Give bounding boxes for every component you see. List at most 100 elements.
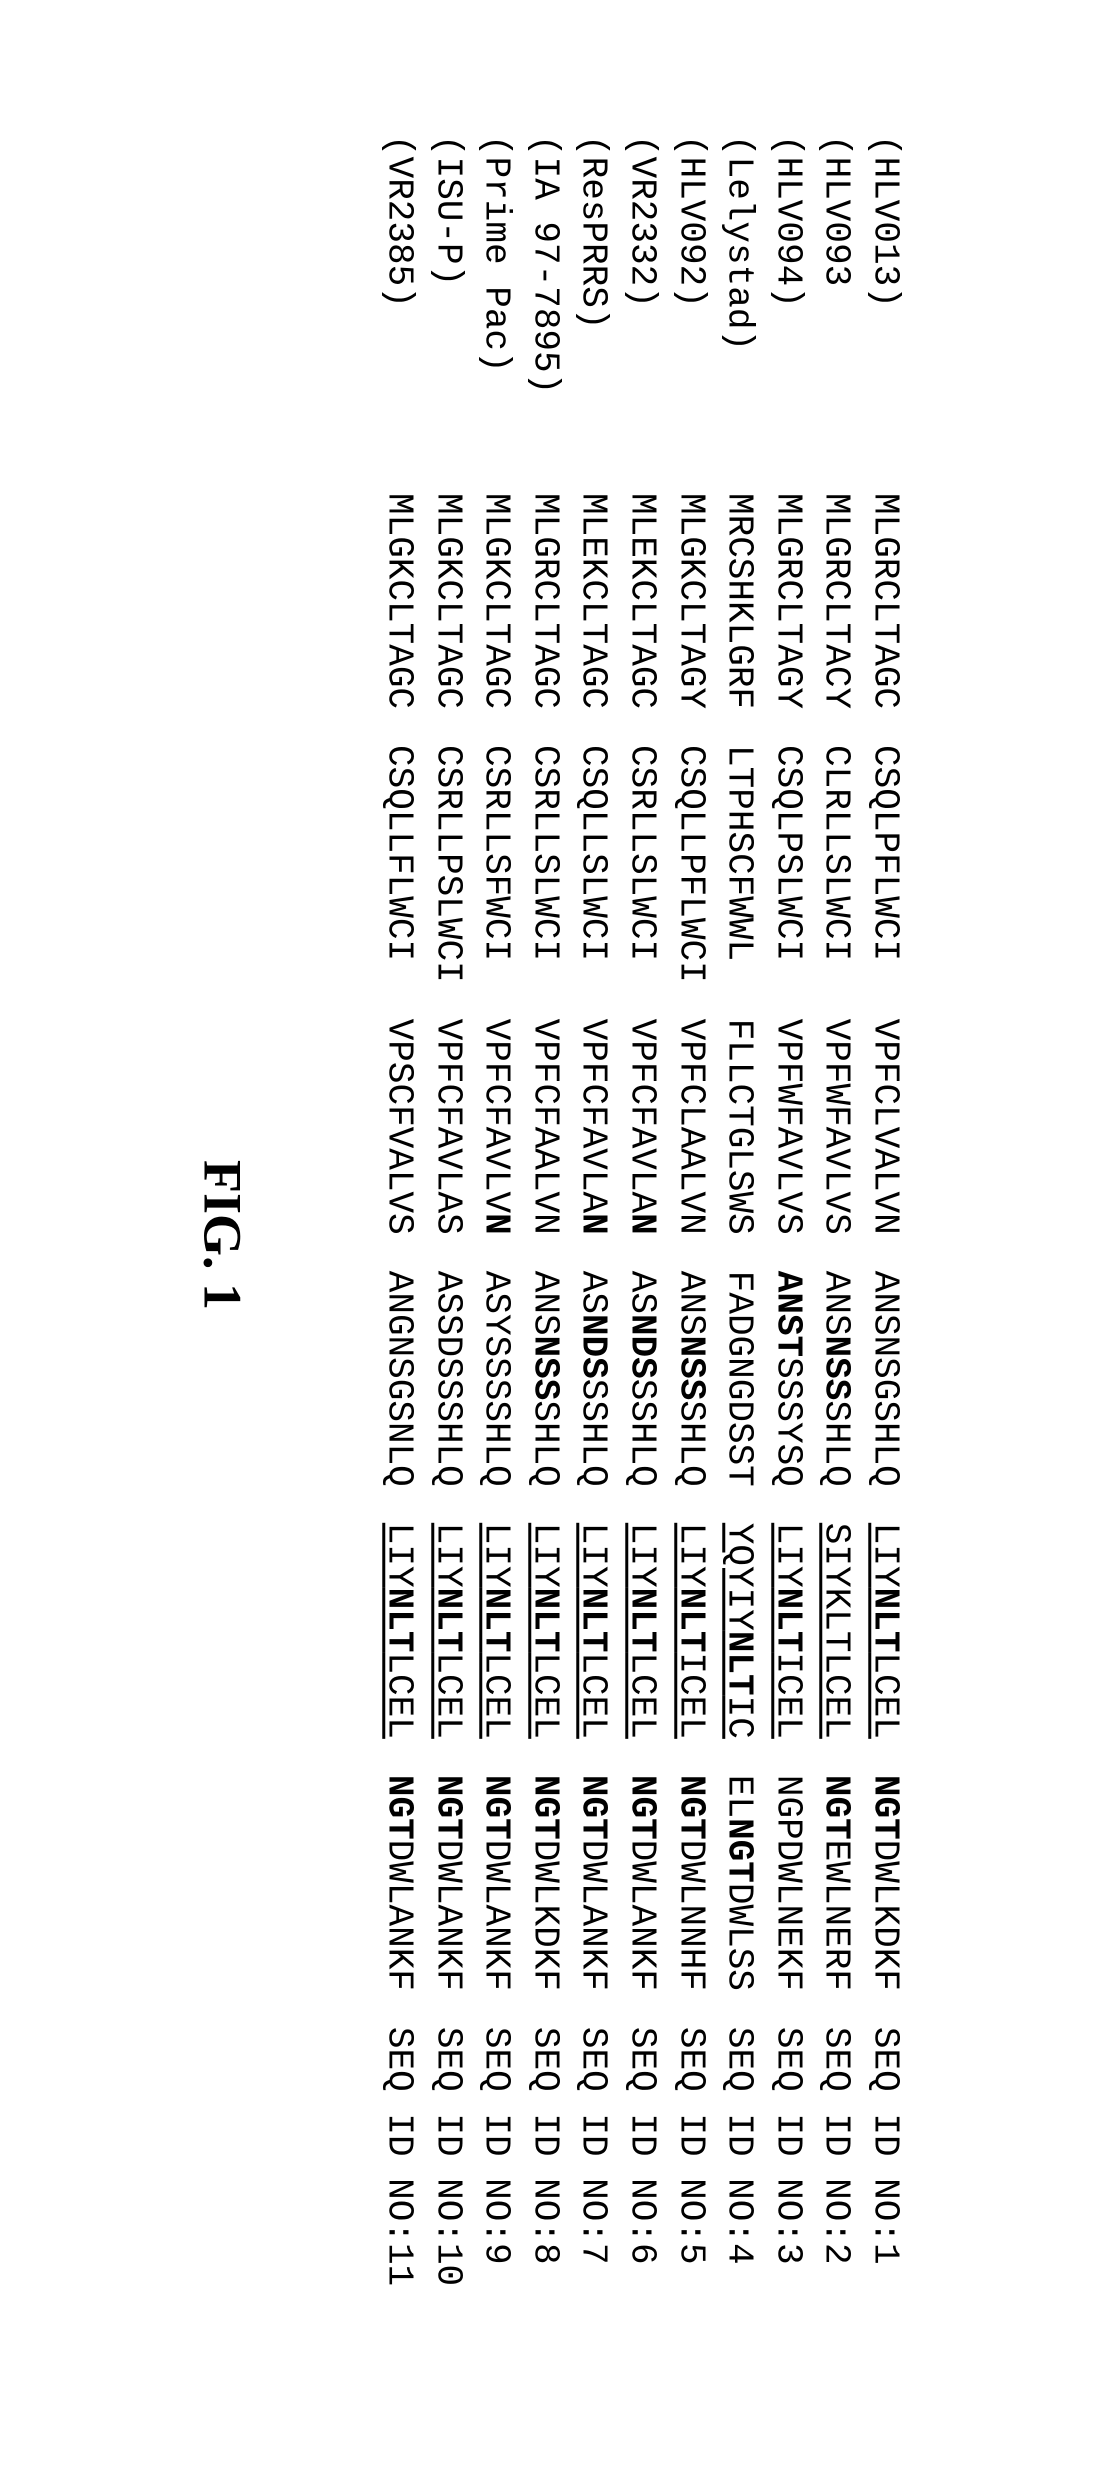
sequence-segment: CSQLPSLWCI	[762, 745, 811, 1019]
sequence-segment: NGTDWLANKF	[617, 1775, 666, 2027]
strain-label: (ResPRRS)	[568, 135, 617, 493]
strain-label: (HLV094)	[762, 135, 811, 493]
sequence-segment: YQYIYNLTIC	[714, 1523, 763, 1775]
sequence-segment: ASYSSSSHLQ	[471, 1271, 520, 1523]
sequence-segment: CSRLLSFWCI	[471, 745, 520, 1019]
sequence-segment: NGTDWLKDKF	[860, 1775, 909, 2027]
strain-label: (HLV093	[811, 135, 860, 493]
sequence-segment: CSQLLFLWCI	[374, 745, 423, 1019]
sequence-segment: VPFCFAALVN	[520, 1019, 569, 1271]
sequence-segment: CLRLLSLWCI	[811, 745, 860, 1019]
strain-label: (Prime Pac)	[471, 135, 520, 493]
sequence-segment: NGTEWLNERF	[811, 1775, 860, 2027]
seq-id: SEQ ID NO:3	[762, 2027, 811, 2286]
sequence-segment: LIYNLTLCEL	[471, 1523, 520, 1775]
sequence-segment: VPFWFAVLVS	[762, 1019, 811, 1271]
sequence-segment: CSRLLSLWCI	[617, 745, 666, 1019]
sequence-segment: NGTDWLANKF	[374, 1775, 423, 2027]
seq-id: SEQ ID NO:10	[422, 2027, 471, 2286]
seq-id: SEQ ID NO:1	[860, 2027, 909, 2286]
strain-label: (HLV013)	[860, 135, 909, 493]
alignment-row: (Lelystad)MRCSHKLGRFLTPHSCFWWLFLLCTGLSWS…	[714, 135, 763, 2286]
sequence-segment: VPFCFAVLAN	[568, 1019, 617, 1271]
sequence-segment: VPFWFAVLVS	[811, 1019, 860, 1271]
seq-id: SEQ ID NO:5	[665, 2027, 714, 2286]
seq-id: SEQ ID NO:7	[568, 2027, 617, 2286]
seq-id: SEQ ID NO:11	[374, 2027, 423, 2286]
sequence-segment: MLGRCLTAGY	[762, 493, 811, 745]
sequence-segment: LIYNLTLCEL	[617, 1523, 666, 1775]
sequence-segment: LIYNLTLCEL	[374, 1523, 423, 1775]
sequence-alignment-table: (HLV013)MLGRCLTAGCCSQLPFLWCIVPFCLVALVNAN…	[374, 135, 909, 2286]
sequence-segment: MLGKCLTAGC	[374, 493, 423, 745]
sequence-segment: NGTDWLANKF	[568, 1775, 617, 2027]
sequence-segment: MLEKCLTAGC	[568, 493, 617, 745]
sequence-segment: FLLCTGLSWS	[714, 1019, 763, 1271]
sequence-segment: NGTDWLKDKF	[520, 1775, 569, 2027]
sequence-segment: CSQLLPFLWCI	[665, 745, 714, 1019]
sequence-segment: MLGKCLTAGC	[422, 493, 471, 745]
strain-label: (HLV092)	[665, 135, 714, 493]
sequence-segment: LIYNLTICEL	[762, 1523, 811, 1775]
sequence-segment: NGTDWLANKF	[471, 1775, 520, 2027]
alignment-row: (VR2332)MLEKCLTAGCCSRLLSLWCIVPFCFAVLANAS…	[617, 135, 666, 2286]
sequence-segment: VPSCFVALVS	[374, 1019, 423, 1271]
strain-label: (Lelystad)	[714, 135, 763, 493]
sequence-segment: MLGRCLTAGC	[860, 493, 909, 745]
sequence-segment: VPFCLAALVN	[665, 1019, 714, 1271]
sequence-segment: VPFCFAVLAN	[617, 1019, 666, 1271]
sequence-segment: MLGRCLTAGC	[520, 493, 569, 745]
seq-id: SEQ ID NO:2	[811, 2027, 860, 2286]
sequence-segment: ANSNSGSHLQ	[860, 1271, 909, 1523]
sequence-segment: LIYNLTLCEL	[422, 1523, 471, 1775]
sequence-segment: NGTDWLANKF	[422, 1775, 471, 2027]
strain-label: (VR2332)	[617, 135, 666, 493]
seq-id: SEQ ID NO:4	[714, 2027, 763, 2286]
sequence-segment: ANGNSGSNLQ	[374, 1271, 423, 1523]
sequence-segment: MLEKCLTAGC	[617, 493, 666, 745]
sequence-segment: ASNDSSSHLQ	[568, 1271, 617, 1523]
sequence-segment: LTPHSCFWWL	[714, 745, 763, 1019]
figure-caption: FIG. 1	[192, 135, 254, 2335]
sequence-segment: NGPDWLNEKF	[762, 1775, 811, 2027]
sequence-segment: LIYNLTLCEL	[860, 1523, 909, 1775]
alignment-row: (HLV013)MLGRCLTAGCCSQLPFLWCIVPFCLVALVNAN…	[860, 135, 909, 2286]
alignment-row: (HLV092)MLGKCLTAGYCSQLLPFLWCIVPFCLAALVNA…	[665, 135, 714, 2286]
alignment-row: (VR2385)MLGKCLTAGCCSQLLFLWCIVPSCFVALVSAN…	[374, 135, 423, 2286]
sequence-segment: VPFCFAVLVN	[471, 1019, 520, 1271]
sequence-segment: ASNDSSSHLQ	[617, 1271, 666, 1523]
strain-label: (ISU-P)	[422, 135, 471, 493]
sequence-segment: MLGRCLTACY	[811, 493, 860, 745]
sequence-segment: MLGKCLTAGC	[471, 493, 520, 745]
sequence-segment: FADGNGDSST	[714, 1271, 763, 1523]
sequence-segment: LIYNLTICEL	[665, 1523, 714, 1775]
sequence-segment: ASSDSSSHLQ	[422, 1271, 471, 1523]
sequence-segment: CSQLPFLWCI	[860, 745, 909, 1019]
sequence-segment: LIYNLTLCEL	[568, 1523, 617, 1775]
sequence-segment: CSRLLSLWCI	[520, 745, 569, 1019]
sequence-segment: CSQLLSLWCI	[568, 745, 617, 1019]
strain-label: (VR2385)	[374, 135, 423, 493]
sequence-segment: VPFCFAVLAS	[422, 1019, 471, 1271]
sequence-segment: ANSNSSSHLQ	[520, 1271, 569, 1523]
sequence-segment: ELNGTDWLSS	[714, 1775, 763, 2027]
alignment-row: (HLV093MLGRCLTACYCLRLLSLWCIVPFWFAVLVSANS…	[811, 135, 860, 2286]
sequence-segment: ANSNSSSHLQ	[811, 1271, 860, 1523]
alignment-row: (ResPRRS)MLEKCLTAGCCSQLLSLWCIVPFCFAVLANA…	[568, 135, 617, 2286]
seq-id: SEQ ID NO:9	[471, 2027, 520, 2286]
alignment-row: (Prime Pac)MLGKCLTAGCCSRLLSFWCIVPFCFAVLV…	[471, 135, 520, 2286]
seq-id: SEQ ID NO:6	[617, 2027, 666, 2286]
strain-label: (IA 97-7895)	[520, 135, 569, 493]
sequence-segment: NGTDWLNNHF	[665, 1775, 714, 2027]
alignment-row: (HLV094)MLGRCLTAGYCSQLPSLWCIVPFWFAVLVSAN…	[762, 135, 811, 2286]
sequence-segment: MLGKCLTAGY	[665, 493, 714, 745]
sequence-segment: VPFCLVALVN	[860, 1019, 909, 1271]
sequence-segment: SIYKLTLCEL	[811, 1523, 860, 1775]
seq-id: SEQ ID NO:8	[520, 2027, 569, 2286]
alignment-row: (ISU-P)MLGKCLTAGCCSRLLPSLWCIVPFCFAVLASAS…	[422, 135, 471, 2286]
alignment-row: (IA 97-7895)MLGRCLTAGCCSRLLSLWCIVPFCFAAL…	[520, 135, 569, 2286]
sequence-segment: ANSTSSSYSQ	[762, 1271, 811, 1523]
sequence-segment: LIYNLTLCEL	[520, 1523, 569, 1775]
sequence-segment: MRCSHKLGRF	[714, 493, 763, 745]
sequence-segment: ANSNSSSHLQ	[665, 1271, 714, 1523]
